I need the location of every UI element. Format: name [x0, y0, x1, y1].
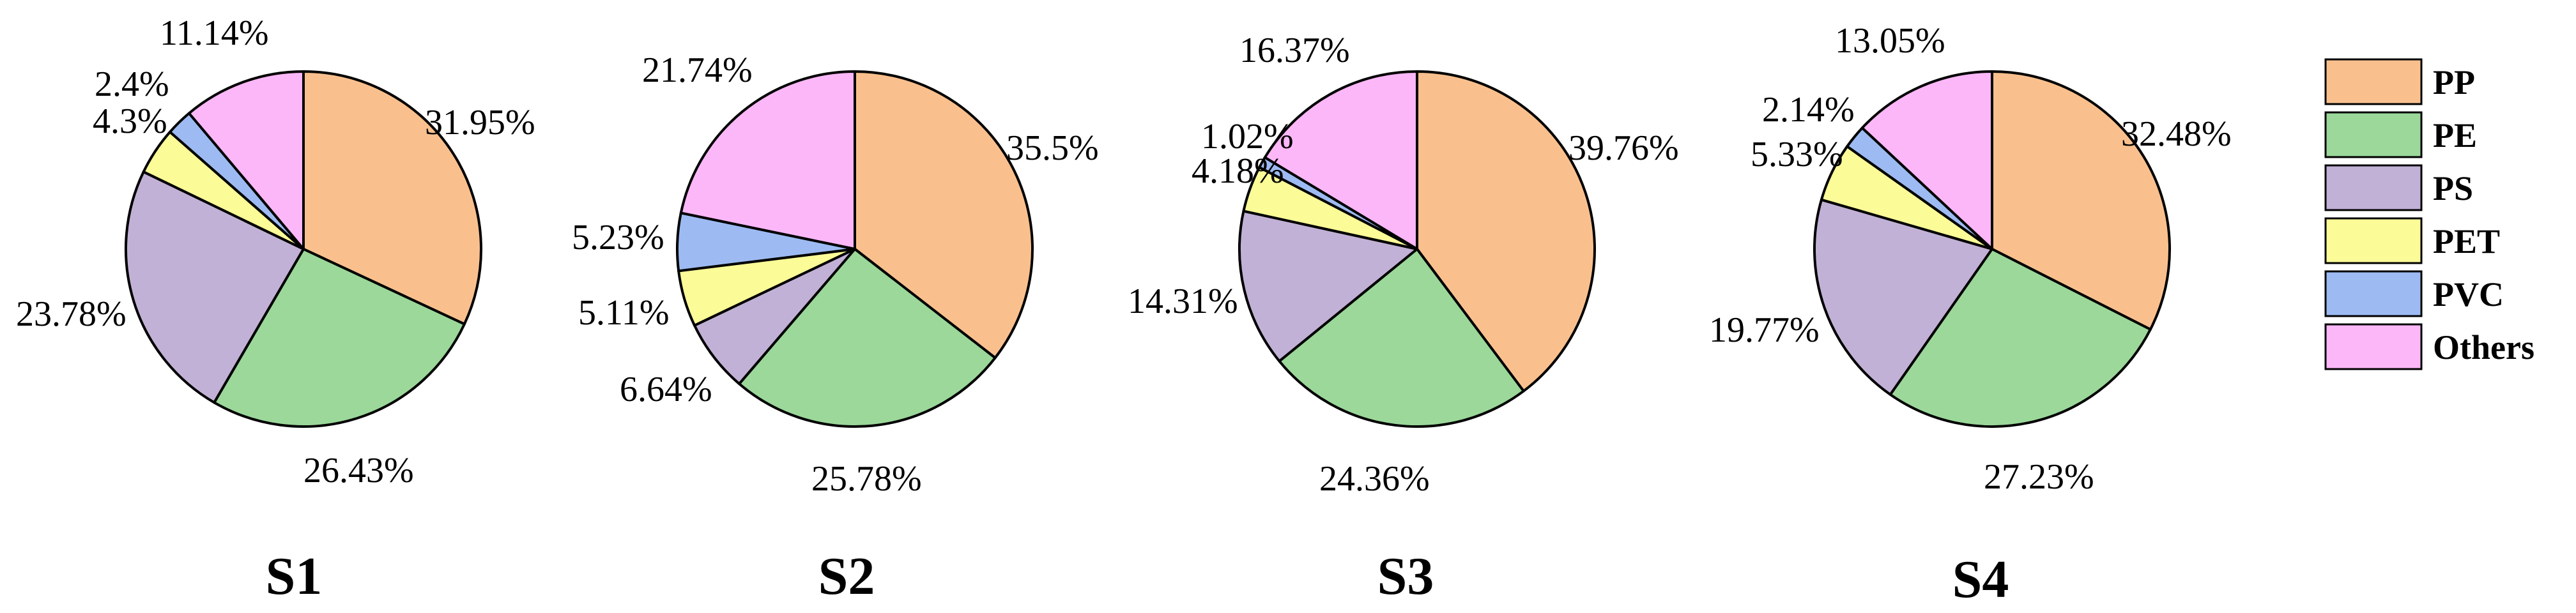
data-label-pet: 5.11% — [578, 293, 670, 333]
pie-slice-pe — [1889, 248, 2152, 428]
legend-swatch-others — [2324, 323, 2423, 370]
legend-label-pet: PET — [2433, 222, 2500, 261]
data-label-pp: 32.48% — [2121, 114, 2232, 154]
pie-slice-others — [679, 70, 856, 250]
chart-title: S1 — [266, 547, 323, 606]
pie-slice-ps — [125, 170, 305, 404]
data-label-pet: 5.33% — [1751, 135, 1843, 174]
pie-slice-ps — [1238, 209, 1418, 363]
pie-slice-pe — [1278, 248, 1525, 428]
pie-slice-others — [1263, 70, 1418, 250]
data-label-pp: 39.76% — [1568, 128, 1679, 168]
legend-label-ps: PS — [2433, 169, 2473, 208]
pie-chart-s4: 32.48% 27.23% 19.77% 5.33% 2.14% 13.05% S4 — [1709, 21, 2232, 609]
legend-label-pvc: PVC — [2433, 275, 2504, 314]
legend-swatch-pe — [2324, 111, 2423, 158]
data-label-pp: 31.95% — [425, 103, 535, 142]
pie-slice-pe — [213, 248, 466, 428]
data-label-ps: 23.78% — [16, 294, 126, 334]
data-label-ps: 6.64% — [620, 370, 712, 409]
chart-title: S3 — [1377, 547, 1434, 606]
chart-title: S2 — [818, 547, 875, 606]
legend-item-pet: PET — [2324, 217, 2500, 264]
pie-slice-pe — [738, 248, 997, 428]
data-label-pvc: 5.23% — [572, 218, 664, 257]
pie-slice-pp — [302, 70, 482, 326]
data-label-pe: 24.36% — [1319, 459, 1430, 499]
pie-chart-s3: 39.76% 24.36% 14.31% 4.18%1.02% 16.37% S3 — [1128, 31, 1679, 606]
data-label-pe: 25.78% — [811, 459, 922, 499]
legend: PP PE PS PET PVC Others — [2324, 58, 2534, 370]
data-label-others: 16.37% — [1239, 31, 1350, 70]
legend-item-pvc: PVC — [2324, 270, 2504, 317]
pie-slice-pp — [854, 70, 1034, 359]
legend-label-others: Others — [2433, 328, 2534, 367]
pie-slice-pp — [1991, 70, 2171, 331]
legend-swatch-pet — [2324, 217, 2423, 264]
data-label-pe: 26.43% — [303, 451, 414, 490]
data-label-others: 13.05% — [1835, 21, 1945, 61]
data-label-pe: 27.23% — [1984, 457, 2094, 497]
legend-item-pe: PE — [2324, 111, 2477, 158]
data-label-pet: 4.18% — [1192, 151, 1284, 191]
legend-label-pp: PP — [2433, 63, 2475, 102]
chart-title: S4 — [1952, 550, 2009, 609]
pie-slice-others — [1860, 70, 1993, 250]
legend-swatch-pvc — [2324, 270, 2423, 317]
pie-slice-ps — [693, 248, 856, 386]
data-label-ps: 19.77% — [1709, 310, 1820, 350]
legend-item-others: Others — [2324, 323, 2534, 370]
data-label-pvc: 2.4% — [95, 64, 169, 104]
pie-slice-pp — [1416, 70, 1596, 393]
data-label-pp: 35.5% — [1006, 128, 1099, 168]
pie-panels: 31.95% 26.43% 23.78% 4.3%2.4% 11.14% S1 35.5% 2… — [16, 13, 2232, 609]
legend-label-pe: PE — [2433, 116, 2477, 155]
legend-item-ps: PS — [2324, 164, 2473, 211]
legend-swatch-pp — [2324, 58, 2423, 105]
legend-swatch-ps — [2324, 164, 2423, 211]
legend-item-pp: PP — [2324, 58, 2475, 105]
data-label-others: 11.14% — [160, 13, 269, 53]
data-label-others: 21.74% — [642, 50, 753, 90]
data-label-pvc: 2.14% — [1762, 90, 1855, 130]
data-label-pet: 4.3% — [93, 102, 167, 141]
data-label-pvc: 1.02% — [1201, 117, 1294, 156]
pie-chart-s1: 31.95% 26.43% 23.78% 4.3%2.4% 11.14% S1 — [16, 13, 535, 606]
pie-slice-ps — [1813, 198, 1993, 396]
pie-slice-others — [187, 70, 305, 250]
pie-chart-s2: 35.5% 25.78% 6.64% 5.11% 5.23% 21.74% S2 — [572, 50, 1099, 606]
data-label-ps: 14.31% — [1128, 282, 1238, 321]
